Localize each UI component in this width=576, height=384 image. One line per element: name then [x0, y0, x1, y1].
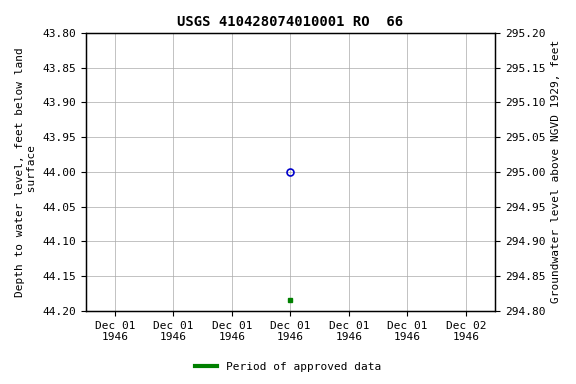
Y-axis label: Groundwater level above NGVD 1929, feet: Groundwater level above NGVD 1929, feet — [551, 40, 561, 303]
Legend: Period of approved data: Period of approved data — [191, 358, 385, 377]
Title: USGS 410428074010001 RO  66: USGS 410428074010001 RO 66 — [177, 15, 403, 29]
Y-axis label: Depth to water level, feet below land
 surface: Depth to water level, feet below land su… — [15, 47, 37, 297]
